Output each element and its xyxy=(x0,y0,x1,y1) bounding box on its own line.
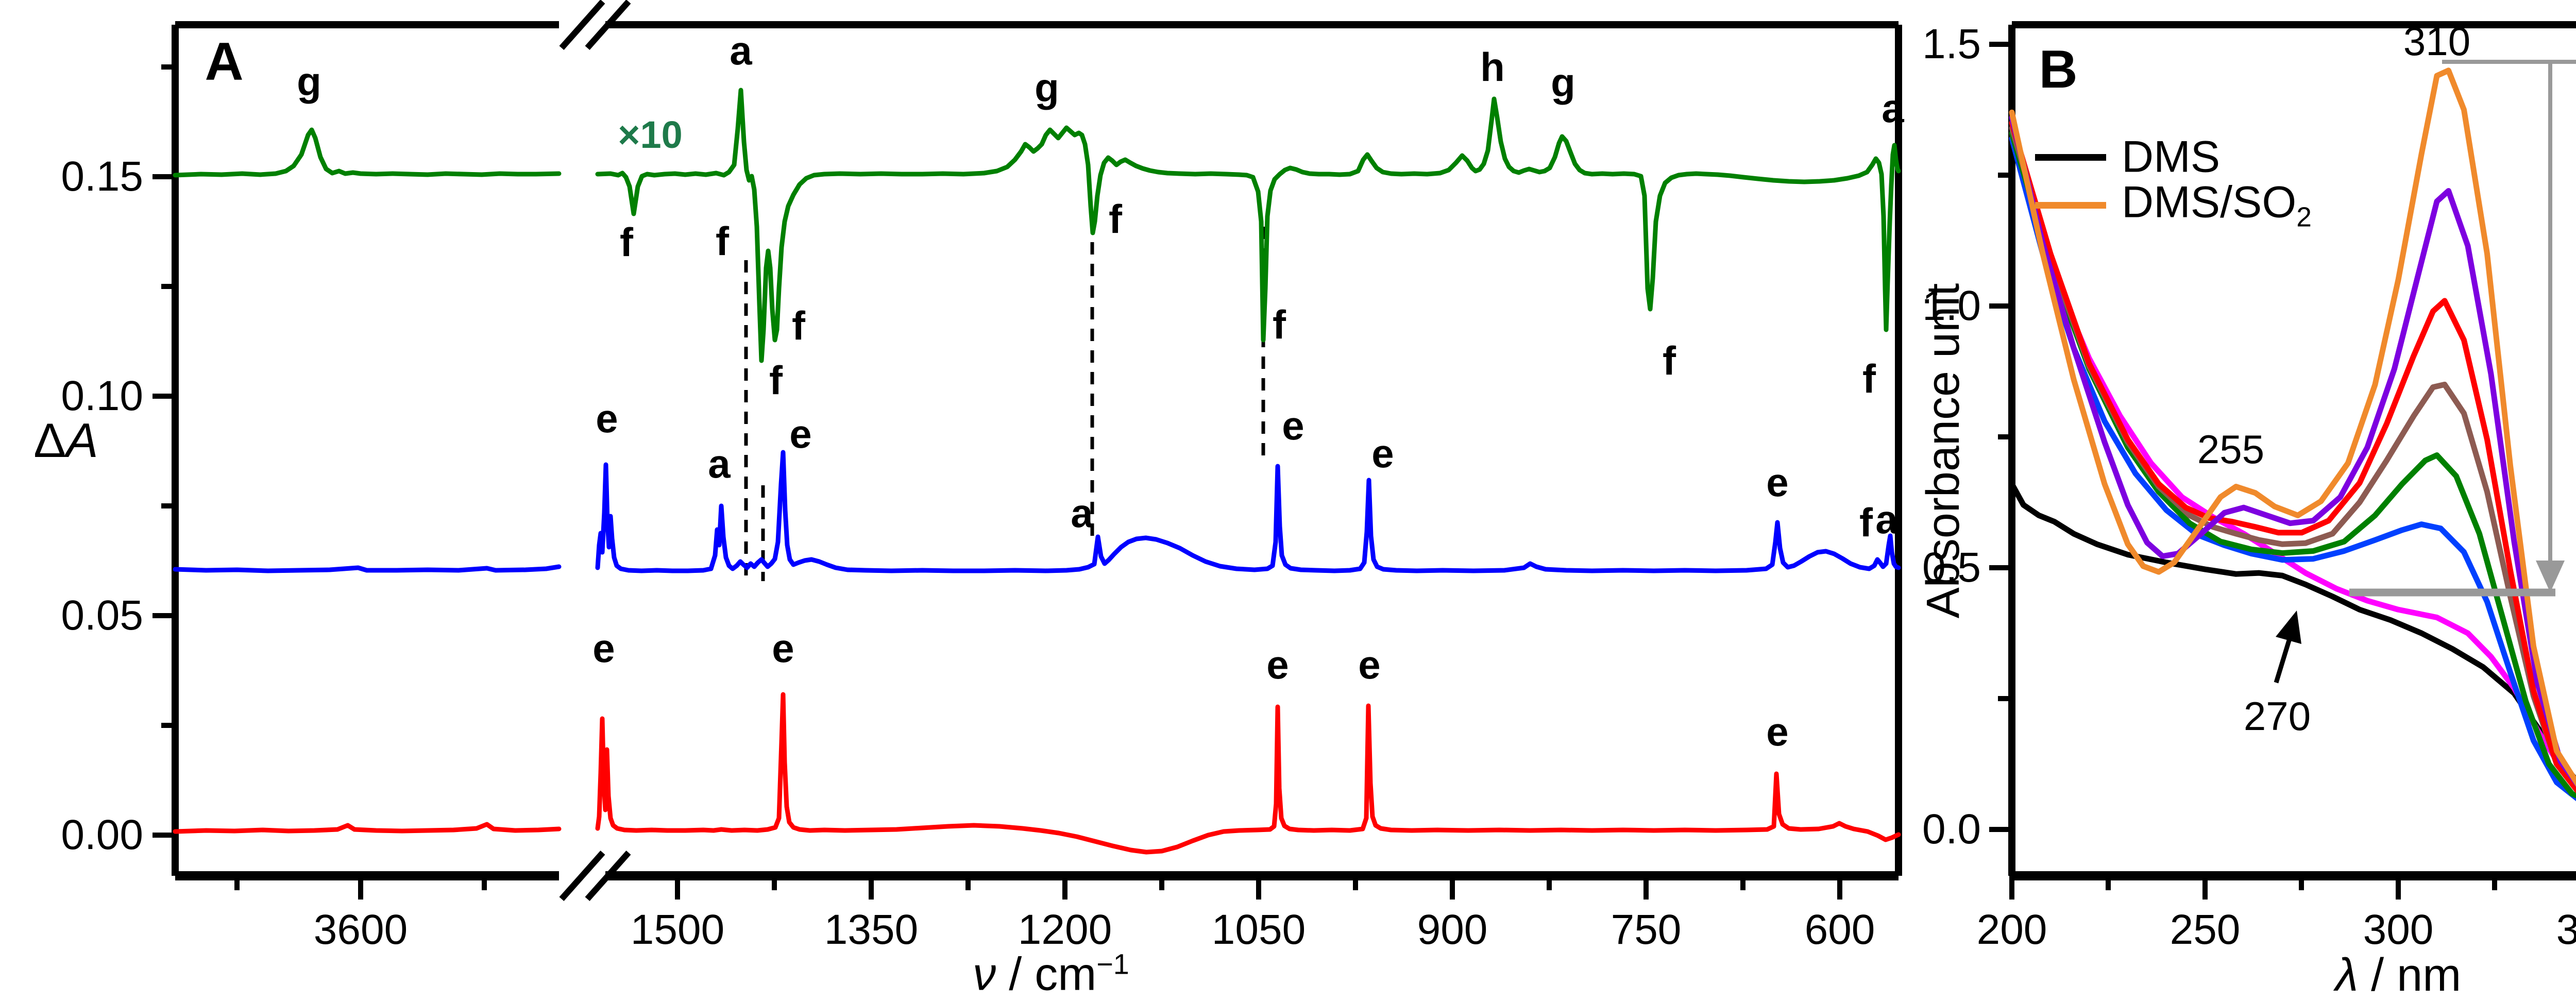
legend-label: DMS xyxy=(2122,132,2221,182)
legend-label: DMS/SO2 xyxy=(2122,177,2312,233)
peak-label-e: e xyxy=(1266,642,1289,687)
peak-label-e: e xyxy=(592,625,615,671)
panel-b-x-tick-label: 300 xyxy=(2363,906,2434,953)
panel-b-y-tick-label: 1.5 xyxy=(1922,21,1981,67)
panel-b-x-tick-label: 250 xyxy=(2170,906,2241,953)
panel-a-x-tick-label: 1500 xyxy=(630,906,725,953)
legend-swatch xyxy=(2035,202,2106,209)
panel-b-y-tick-label: 0.5 xyxy=(1922,544,1981,591)
peak-label-e: e xyxy=(1766,460,1789,505)
peak-label-f: f xyxy=(1859,500,1873,545)
peak-label-e: e xyxy=(1371,431,1394,476)
panel-b-y-tick-label: 1.0 xyxy=(1922,282,1981,329)
peak-label-e: e xyxy=(1282,403,1304,448)
panel-b-y-tick-label: 0.0 xyxy=(1922,806,1981,853)
panel-b-x-tick-label: 350 xyxy=(2556,906,2576,953)
peak-label-a: a xyxy=(1882,86,1904,131)
peak-label-e: e xyxy=(1358,642,1381,687)
peak-label-f: f xyxy=(1273,302,1286,347)
peak-label-a: a xyxy=(708,441,731,486)
panel-a-x-tick-label: 750 xyxy=(1611,906,1682,953)
panel-a-letter: A xyxy=(205,32,244,92)
peak-label-h: h xyxy=(1480,44,1505,90)
panel-a-x-axis-title: ν / cm−1 xyxy=(973,947,1129,1000)
panel-a-x-tick-label: 1350 xyxy=(824,906,919,953)
peak-label-g: g xyxy=(1551,60,1575,105)
panel-a-y-tick-label: 0.00 xyxy=(61,811,143,858)
panel-a-y-axis-title: ΔA xyxy=(33,413,98,467)
panel-b-letter: B xyxy=(2039,40,2078,99)
panel-a-x-tick-label: 3600 xyxy=(313,906,408,953)
peak-label-g: g xyxy=(1035,65,1059,110)
peak-label-e: e xyxy=(596,396,618,441)
panel-a-x-tick-label: 1050 xyxy=(1211,906,1306,953)
peak-label-g: g xyxy=(297,59,321,104)
annotation-255: 255 xyxy=(2197,427,2265,472)
peak-label-a: a xyxy=(1875,497,1898,542)
panel-a-y-tick-label: 0.05 xyxy=(61,592,143,639)
peak-label-f: f xyxy=(620,219,633,265)
panel-a-x-tick-label: 1200 xyxy=(1018,906,1112,953)
peak-label-e: e xyxy=(1766,709,1789,754)
peak-label-f: f xyxy=(1663,338,1676,383)
peak-label-f: f xyxy=(792,303,805,348)
annotation-270: 270 xyxy=(2243,693,2311,739)
peak-label-f: f xyxy=(716,218,729,264)
panel-b-x-axis-title: λ / nm xyxy=(2335,949,2462,1001)
panel-a-y-tick-label: 0.10 xyxy=(61,372,143,419)
panel-a-x-tick-label: 900 xyxy=(1417,906,1488,953)
peak-label-a: a xyxy=(730,28,752,73)
peak-label-e: e xyxy=(772,625,794,671)
peak-label-a: a xyxy=(1071,490,1093,536)
annotation-310: 310 xyxy=(2403,19,2471,64)
scale-multiplier-label: ×10 xyxy=(618,113,683,156)
peak-label-f: f xyxy=(769,358,783,403)
peak-label-f: f xyxy=(1109,196,1122,242)
peak-label-f: f xyxy=(1862,356,1876,401)
panel-b-x-tick-label: 200 xyxy=(1976,906,2047,953)
panel-a-y-tick-label: 0.15 xyxy=(61,153,143,200)
panel-a-x-tick-label: 600 xyxy=(1804,906,1875,953)
peak-label-e: e xyxy=(789,411,812,456)
legend-swatch xyxy=(2035,154,2106,161)
